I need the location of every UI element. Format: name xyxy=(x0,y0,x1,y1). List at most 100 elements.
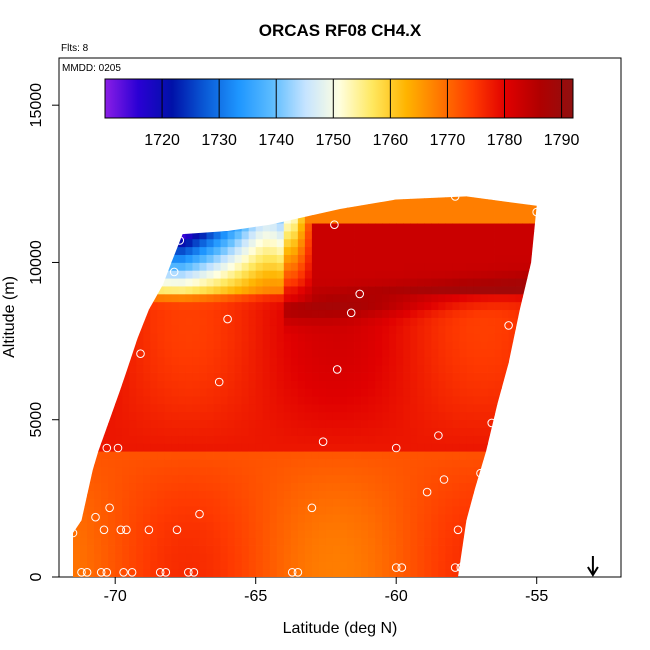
field-cell xyxy=(487,396,495,405)
field-cell xyxy=(537,475,544,483)
field-cell xyxy=(389,341,397,350)
field-cell xyxy=(522,372,531,381)
field-cell xyxy=(354,427,362,436)
field-cell xyxy=(192,254,200,263)
field-cell xyxy=(473,207,481,216)
field-cell xyxy=(445,521,453,531)
field-cell xyxy=(311,231,320,240)
field-cell xyxy=(80,404,88,413)
field-cell xyxy=(255,341,264,350)
field-cell xyxy=(466,514,474,523)
field-cell xyxy=(332,223,341,232)
field-cell xyxy=(459,490,467,499)
field-cell xyxy=(522,333,531,342)
field-cell xyxy=(143,380,151,389)
field-cell xyxy=(143,474,151,484)
field-cell xyxy=(101,561,109,570)
field-cell xyxy=(537,491,544,499)
field-cell xyxy=(347,521,355,531)
field-cell xyxy=(87,435,95,444)
field-cell xyxy=(276,569,285,577)
field-cell xyxy=(157,396,165,405)
colorbar-tick-label: 1730 xyxy=(201,132,237,149)
field-cell xyxy=(255,207,264,216)
field-cell xyxy=(410,301,418,311)
field-cell xyxy=(459,238,467,248)
field-cell xyxy=(122,506,130,515)
field-cell xyxy=(537,561,544,569)
field-cell xyxy=(368,490,376,499)
field-cell xyxy=(466,301,474,311)
field-cell xyxy=(318,545,327,554)
observation-marker xyxy=(136,349,145,359)
field-cell xyxy=(234,466,243,476)
observation-marker xyxy=(189,568,199,577)
field-cell xyxy=(122,482,130,491)
field-cell xyxy=(199,498,207,507)
field-cell xyxy=(361,223,369,232)
field-cell xyxy=(396,270,404,279)
field-cell xyxy=(248,380,257,389)
field-cell xyxy=(283,521,292,531)
field-cell xyxy=(59,404,66,412)
field-cell xyxy=(213,411,221,421)
field-cell xyxy=(255,223,264,232)
field-cell xyxy=(515,466,524,476)
field-cell xyxy=(480,419,488,428)
field-cell xyxy=(487,207,495,216)
observation-marker xyxy=(439,475,449,484)
field-cell xyxy=(417,238,425,248)
field-cells xyxy=(59,184,544,577)
field-cell xyxy=(487,380,495,389)
field-cell xyxy=(220,356,228,366)
field-cell xyxy=(459,341,467,350)
field-cell xyxy=(80,388,88,397)
field-cell xyxy=(248,223,257,232)
field-cell xyxy=(297,348,306,358)
field-cell xyxy=(417,490,425,499)
field-cell xyxy=(276,561,285,570)
field-cell xyxy=(537,404,544,412)
field-cell xyxy=(206,553,214,562)
field-cell xyxy=(164,246,172,255)
field-cell xyxy=(494,396,502,405)
field-cell xyxy=(410,506,418,515)
field-cell xyxy=(340,262,348,271)
field-cell xyxy=(157,521,165,531)
field-cell xyxy=(311,293,320,303)
field-cell xyxy=(157,231,165,240)
field-cell xyxy=(438,506,446,515)
field-cell xyxy=(537,483,544,491)
field-cell xyxy=(508,317,517,326)
field-cell xyxy=(185,196,193,200)
field-cell xyxy=(452,238,460,248)
field-cell xyxy=(508,196,517,200)
field-cell xyxy=(150,435,158,444)
field-cell xyxy=(361,262,369,271)
field-cell xyxy=(515,459,524,468)
field-cell xyxy=(487,238,495,248)
field-cell xyxy=(185,411,193,421)
field-cell xyxy=(347,246,355,255)
field-cell xyxy=(185,514,193,523)
field-cell xyxy=(459,474,467,484)
field-cell xyxy=(234,553,243,562)
field-cell xyxy=(220,435,228,444)
field-cell xyxy=(347,553,355,562)
field-cell xyxy=(171,184,178,192)
field-cell xyxy=(466,427,474,436)
field-cell xyxy=(480,553,488,562)
field-cell xyxy=(375,199,383,208)
field-cell xyxy=(73,459,81,468)
field-cell xyxy=(276,388,285,397)
field-cell xyxy=(255,466,264,476)
field-cell xyxy=(424,333,432,342)
field-cell xyxy=(234,254,243,263)
field-cell xyxy=(354,498,362,507)
field-cell xyxy=(87,514,95,523)
observation-marker xyxy=(82,568,92,577)
field-cell xyxy=(150,184,157,192)
field-cell xyxy=(473,459,481,468)
field-cell xyxy=(213,364,221,373)
field-cell xyxy=(403,388,411,397)
